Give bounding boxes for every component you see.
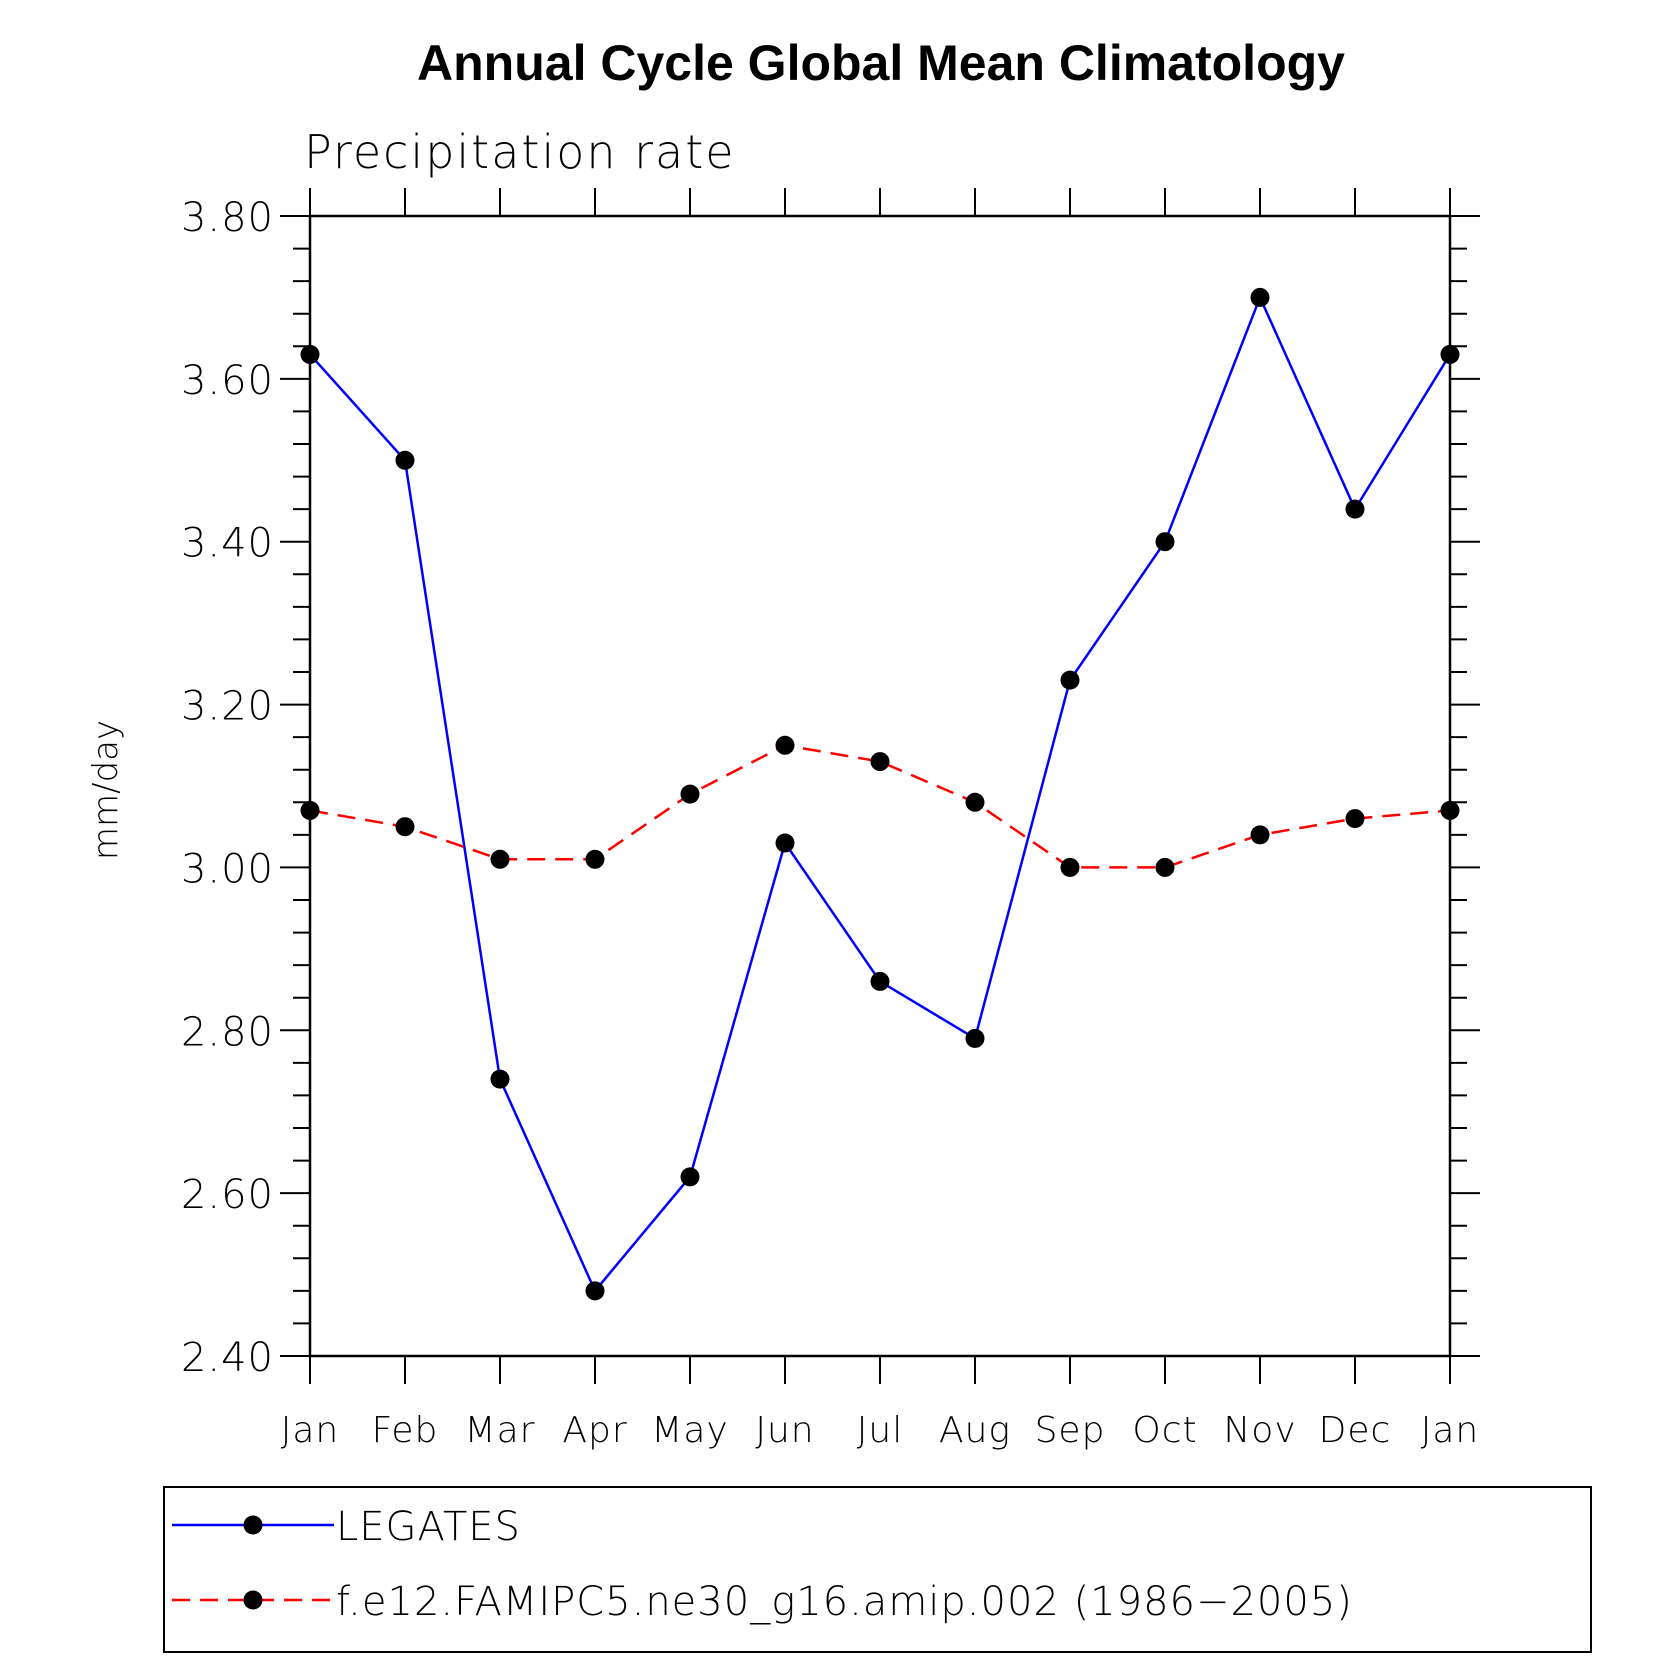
data-point xyxy=(965,1028,985,1048)
x-tick-label: Mar xyxy=(465,1410,536,1451)
series-line xyxy=(309,294,1452,1294)
data-point xyxy=(395,450,415,470)
data-point xyxy=(1060,857,1080,877)
data-series xyxy=(300,287,1460,1301)
x-tick-label: Feb xyxy=(372,1410,439,1451)
data-point xyxy=(870,971,890,991)
legend-marker xyxy=(243,1590,263,1610)
data-point xyxy=(775,735,795,755)
x-tick-label: Apr xyxy=(562,1410,627,1451)
data-point xyxy=(1345,499,1365,519)
data-point xyxy=(395,817,415,837)
data-point xyxy=(680,784,700,804)
data-point xyxy=(490,1069,510,1089)
data-point xyxy=(1345,809,1365,829)
chart-title: Annual Cycle Global Mean Climatology xyxy=(417,35,1345,91)
data-point xyxy=(585,1281,605,1301)
data-point xyxy=(300,344,320,364)
plot-axes: 2.40 2.60 2.80 3.00 3.20 3.40 3.60 3.80 Jan Feb Ma… xyxy=(181,188,1480,1451)
x-tick-label: Aug xyxy=(939,1410,1011,1451)
legend: LEGATES f.e12.FAMIPC5.ne30_g16.amip.002 (… xyxy=(172,1504,1353,1625)
x-tick-label: Nov xyxy=(1223,1410,1296,1451)
data-point xyxy=(1440,800,1460,820)
y-tick-label: 3.40 xyxy=(181,521,274,567)
x-tick-label: Jan xyxy=(281,1410,340,1451)
x-tick-label: Oct xyxy=(1132,1410,1197,1451)
data-point xyxy=(300,800,320,820)
y-axis-label: mm/day xyxy=(86,720,126,860)
legend-label: LEGATES xyxy=(336,1504,521,1550)
y-tick-label: 3.60 xyxy=(181,358,274,404)
data-point xyxy=(965,792,985,812)
data-point xyxy=(1250,825,1270,845)
plot-frame xyxy=(308,214,1452,1358)
legend-label: f.e12.FAMIPC5.ne30_g16.amip.002 (1986−20… xyxy=(336,1579,1353,1625)
data-point xyxy=(775,833,795,853)
data-point xyxy=(585,849,605,869)
y-tick-label: 2.80 xyxy=(181,1009,274,1055)
y-tick-label: 2.60 xyxy=(181,1172,274,1218)
data-point xyxy=(1440,344,1460,364)
data-point xyxy=(490,849,510,869)
x-tick-label: Jul xyxy=(857,1410,903,1451)
y-tick-label: 2.40 xyxy=(181,1335,274,1381)
x-tick-label: Jan xyxy=(1421,1410,1480,1451)
data-point xyxy=(1060,670,1080,690)
y-tick-label: 3.80 xyxy=(181,195,274,241)
data-point xyxy=(1250,287,1270,307)
x-tick-label: Dec xyxy=(1319,1410,1392,1451)
chart-subtitle: Precipitation rate xyxy=(304,125,736,179)
x-tick-label: May xyxy=(651,1410,728,1451)
data-point xyxy=(870,752,890,772)
y-tick-label: 3.20 xyxy=(181,684,274,730)
data-point xyxy=(1155,532,1175,552)
data-point xyxy=(680,1167,700,1187)
legend-marker xyxy=(243,1515,263,1535)
x-tick-label: Sep xyxy=(1035,1410,1106,1451)
y-tick-label: 3.00 xyxy=(181,846,274,892)
x-tick-label: Jun xyxy=(755,1410,814,1451)
data-point xyxy=(1155,857,1175,877)
legend-box xyxy=(163,1486,1592,1653)
